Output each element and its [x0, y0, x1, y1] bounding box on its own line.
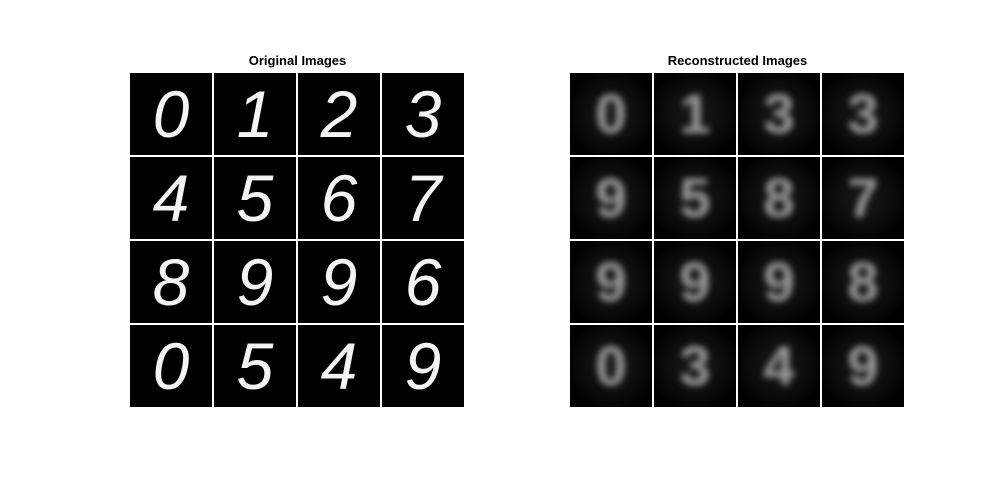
reconstructed-image-tile: 9: [654, 241, 736, 323]
original-image-digit: 6: [404, 245, 442, 319]
original-image-digit: 4: [320, 329, 358, 403]
original-image-digit: 9: [404, 329, 442, 403]
original-image-digit: 9: [320, 245, 358, 319]
reconstructed-image-digit: 7: [847, 166, 879, 229]
reconstructed-image-digit: 3: [763, 82, 795, 145]
reconstructed-image-digit: 8: [847, 250, 879, 313]
reconstructed-image-tile: 9: [822, 325, 904, 407]
original-image-digit: 6: [320, 161, 358, 235]
reconstructed-image-digit: 3: [679, 334, 711, 397]
reconstructed-image-tile: 0: [570, 325, 652, 407]
original-image-tile: 8: [130, 241, 212, 323]
reconstructed-image-digit: 9: [595, 166, 627, 229]
original-images-title: Original Images: [248, 53, 347, 68]
original-image-digit: 0: [152, 77, 190, 151]
reconstructed-image-tile: 1: [654, 73, 736, 155]
reconstructed-image-tile: 0: [570, 73, 652, 155]
original-image-digit: 4: [152, 161, 190, 235]
original-image-tile: 0: [130, 325, 212, 407]
reconstructed-image-tile: 8: [822, 241, 904, 323]
original-image-tile: 9: [382, 325, 464, 407]
reconstructed-image-digit: 9: [679, 250, 711, 313]
original-image-digit: 8: [152, 245, 190, 319]
reconstructed-image-digit: 9: [847, 334, 879, 397]
reconstructed-image-digit: 4: [763, 334, 795, 397]
original-image-digit: 1: [236, 77, 274, 151]
reconstructed-image-tile: 9: [738, 241, 820, 323]
reconstructed-image-tile: 5: [654, 157, 736, 239]
reconstructed-image-digit: 1: [679, 82, 711, 145]
original-image-tile: 9: [214, 241, 296, 323]
original-image-tile: 1: [214, 73, 296, 155]
original-image-digit: 0: [152, 329, 190, 403]
original-image-tile: 6: [298, 157, 380, 239]
original-image-tile: 9: [298, 241, 380, 323]
reconstructed-image-digit: 0: [595, 334, 627, 397]
original-image-tile: 3: [382, 73, 464, 155]
reconstructed-image-tile: 3: [738, 73, 820, 155]
reconstructed-image-tile: 9: [570, 157, 652, 239]
reconstructed-image-tile: 3: [822, 73, 904, 155]
original-image-digit: 2: [320, 77, 358, 151]
reconstructed-images-title: Reconstructed Images: [667, 53, 808, 68]
reconstructed-image-tile: 4: [738, 325, 820, 407]
original-image-digit: 3: [404, 77, 442, 151]
original-image-tile: 7: [382, 157, 464, 239]
reconstructed-image-tile: 8: [738, 157, 820, 239]
reconstructed-image-digit: 5: [679, 166, 711, 229]
reconstructed-image-tile: 3: [654, 325, 736, 407]
original-image-tile: 6: [382, 241, 464, 323]
reconstructed-image-tile: 9: [570, 241, 652, 323]
original-image-tile: 4: [298, 325, 380, 407]
original-image-tile: 5: [214, 157, 296, 239]
reconstructed-image-digit: 8: [763, 166, 795, 229]
original-image-digit: 7: [404, 161, 442, 235]
original-image-digit: 5: [236, 161, 274, 235]
reconstructed-image-digit: 3: [847, 82, 879, 145]
original-image-tile: 4: [130, 157, 212, 239]
original-image-tile: 0: [130, 73, 212, 155]
reconstructed-image-tile: 7: [822, 157, 904, 239]
reconstructed-image-digit: 9: [763, 250, 795, 313]
original-image-digit: 9: [236, 245, 274, 319]
original-image-digit: 5: [236, 329, 274, 403]
reconstructed-image-digit: 9: [595, 250, 627, 313]
original-image-tile: 2: [298, 73, 380, 155]
original-image-tile: 5: [214, 325, 296, 407]
reconstructed-image-digit: 0: [595, 82, 627, 145]
